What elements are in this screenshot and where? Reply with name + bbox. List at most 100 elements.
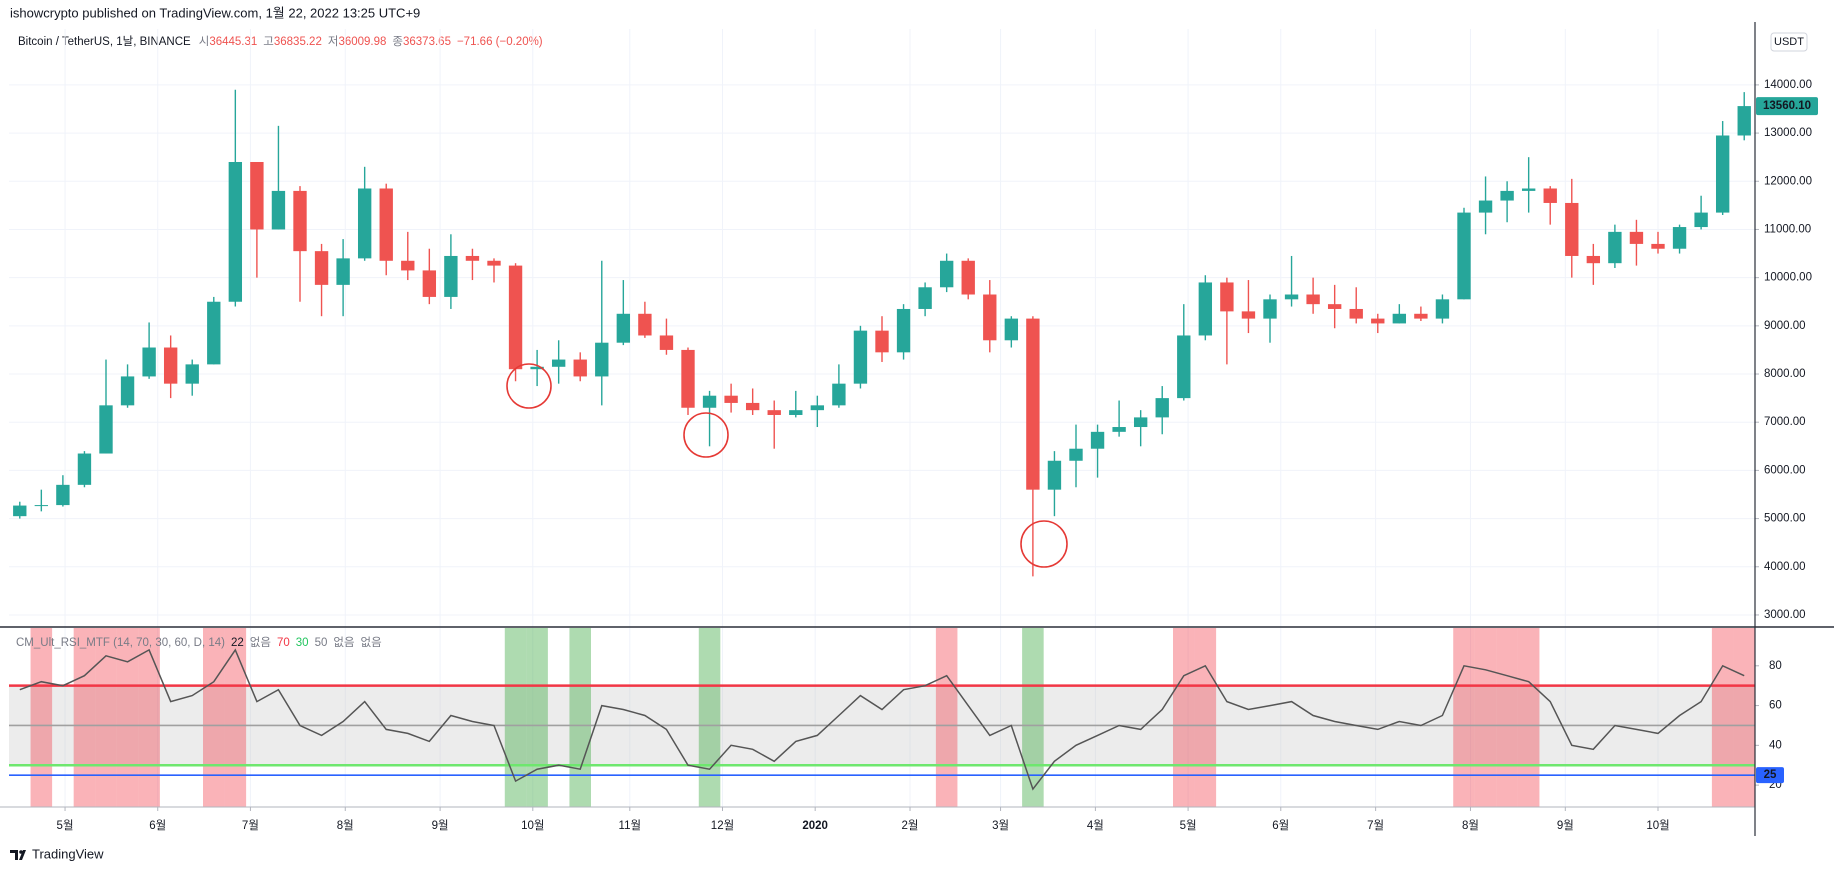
x-tick-label: 10월 <box>521 819 544 832</box>
x-tick-label: 10월 <box>1646 819 1669 832</box>
overbought-zone <box>1173 628 1195 807</box>
y-tick-label: 80 <box>1769 660 1782 672</box>
ohlc-value: 36445.31 <box>209 36 257 48</box>
ohlc-value: 36009.98 <box>338 36 386 48</box>
ohlc-value: 36835.22 <box>274 36 322 48</box>
candle-body <box>1457 212 1471 300</box>
candle-body <box>745 402 760 411</box>
candle-body <box>207 301 221 365</box>
candle-body <box>99 405 113 454</box>
x-tick-label: 2020 <box>802 820 828 832</box>
rsi-line <box>19 648 1745 791</box>
candle-body <box>702 395 717 408</box>
overbought-zone <box>95 628 117 807</box>
candle-body <box>163 347 178 384</box>
candle-body <box>681 349 695 408</box>
oversold-zone <box>526 628 548 807</box>
candle-body <box>1672 227 1687 249</box>
candle-body <box>336 258 350 285</box>
overbought-zone <box>1733 628 1755 807</box>
candle-body <box>573 359 587 377</box>
candle-body <box>444 255 458 297</box>
candle-body <box>1327 304 1342 309</box>
candle-body <box>1651 243 1665 249</box>
x-tick-label: 8월 <box>337 819 354 832</box>
published-note: ishowcrypto published on TradingView.com… <box>10 5 420 20</box>
candle-body <box>896 308 911 353</box>
candle-body <box>1306 294 1320 305</box>
candle-body <box>1069 448 1083 461</box>
rsi-legend-item: 없음 <box>333 636 354 649</box>
rsi-legend-item: 없음 <box>250 636 271 649</box>
candle-body <box>293 190 307 252</box>
candle-body <box>810 405 825 411</box>
circle-annotation <box>1020 520 1068 568</box>
candle-body <box>638 313 652 336</box>
candle-body <box>659 335 674 350</box>
candle-body <box>1155 398 1169 418</box>
oversold-zone <box>698 628 721 807</box>
rsi-legend-item: 30 <box>296 637 309 649</box>
candle-body <box>1737 106 1751 136</box>
candle-body <box>1694 212 1708 228</box>
y-tick-label: 60 <box>1769 700 1782 712</box>
change: −71.66 (−0.20%) <box>457 36 543 48</box>
level-tag <box>1756 767 1784 784</box>
candle-body <box>616 313 631 343</box>
candle-body <box>120 376 135 406</box>
y-tick-label: 9000.00 <box>1764 320 1806 332</box>
x-tick-label: 6월 <box>1272 819 1289 832</box>
candle-body <box>422 270 437 297</box>
overbought-zone <box>1496 628 1518 807</box>
candle-body <box>185 364 199 384</box>
rsi-legend-item: 50 <box>315 637 328 649</box>
candle-body <box>875 330 889 353</box>
oversold-zone <box>504 628 527 807</box>
currency-label: USDT <box>1774 36 1804 48</box>
candle-body <box>56 484 70 506</box>
y-tick-label: 5000.00 <box>1764 513 1806 525</box>
candle-body <box>1090 431 1105 449</box>
overbought-zone <box>73 628 96 807</box>
candle-body <box>1284 294 1299 300</box>
candle-body <box>530 366 544 370</box>
rsi-legend-item: 22 <box>231 637 244 649</box>
circle-annotation <box>683 412 729 458</box>
level-tag-label: 25 <box>1764 769 1777 781</box>
ohlc-label: 시 <box>199 35 210 48</box>
candle-body <box>1047 460 1062 490</box>
candle-body <box>1177 335 1191 399</box>
candle-body <box>1565 202 1579 256</box>
candle-body <box>1133 417 1148 428</box>
overbought-zone <box>116 628 139 807</box>
candle-body <box>1263 299 1277 319</box>
candle-body <box>314 251 329 285</box>
x-tick-label: 8월 <box>1462 819 1479 832</box>
candle-body <box>832 383 846 406</box>
candle-body <box>1521 188 1536 191</box>
overbought-zone <box>203 628 225 807</box>
candle-body <box>1220 282 1234 312</box>
candle-body <box>142 347 156 377</box>
x-tick-label: 7월 <box>1367 819 1384 832</box>
symbol-legend: Bitcoin / TetherUS, 1날, BINANCE 시36445.31… <box>18 35 543 48</box>
ohlc-label: 고 <box>263 36 274 48</box>
candle-body <box>1026 318 1040 490</box>
candle-body <box>595 342 609 377</box>
x-tick-label: 11월 <box>619 819 642 832</box>
y-tick-label: 11000.00 <box>1764 223 1811 235</box>
candle-body <box>1392 313 1407 324</box>
candle-body <box>34 505 49 507</box>
symbol-name: Bitcoin / TetherUS, 1날, BINANCE <box>18 35 191 48</box>
x-tick-label: 4월 <box>1087 819 1104 832</box>
x-tick-label: 9월 <box>432 819 449 832</box>
candle-body <box>1715 135 1730 213</box>
candle-body <box>939 260 954 288</box>
candle-body <box>1435 299 1450 319</box>
candle-body <box>961 260 975 295</box>
candle-body <box>401 260 415 271</box>
last-price-tag <box>1756 97 1818 116</box>
